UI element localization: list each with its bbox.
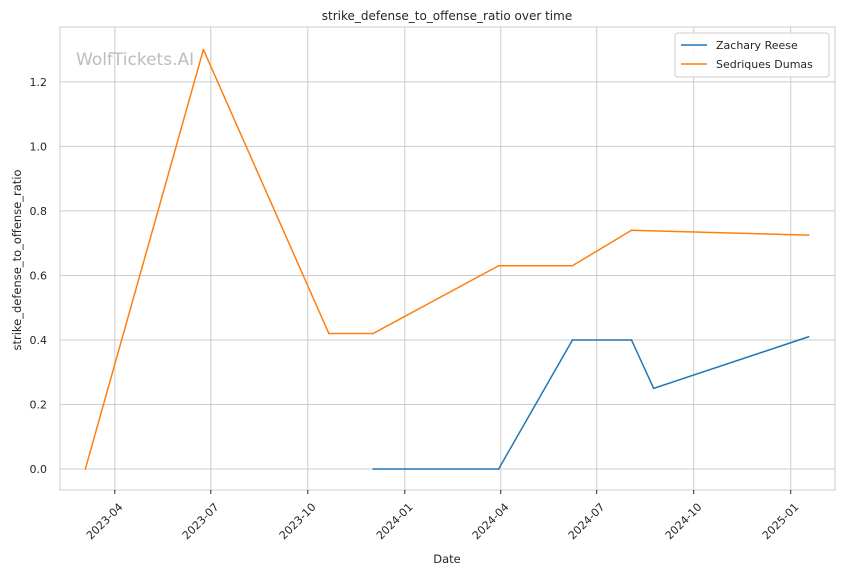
watermark: WolfTickets.AI xyxy=(76,50,194,70)
y-tick-label: 1.0 xyxy=(30,140,48,153)
x-tick-label: 2023-07 xyxy=(180,501,222,543)
data-point-sedriques-dumas xyxy=(497,264,500,267)
y-tick-label: 0.2 xyxy=(30,398,48,411)
x-tick-label: 2025-01 xyxy=(760,501,802,543)
legend: Zachary Reese Sedriques Dumas xyxy=(674,32,830,78)
y-tick-label: 0.6 xyxy=(30,269,48,282)
series-line-sedriques-dumas xyxy=(84,48,809,470)
chart-title: strike_defense_to_offense_ratio over tim… xyxy=(322,9,572,23)
y-tick-label: 1.2 xyxy=(30,76,48,89)
x-tick-label: 2024-10 xyxy=(663,501,705,543)
data-point-zachary-reese xyxy=(571,339,574,341)
grid xyxy=(60,27,835,490)
plot-area xyxy=(60,27,835,490)
data-point-zachary-reese xyxy=(807,335,810,338)
data-point-zachary-reese xyxy=(630,339,633,341)
legend-label-zachary-reese: Zachary Reese xyxy=(716,39,798,52)
data-point-sedriques-dumas xyxy=(202,48,205,51)
x-tick-label: 2023-10 xyxy=(277,501,319,543)
data-point-zachary-reese xyxy=(652,387,655,390)
x-axis-ticks: 2023-04 2023-07 2023-10 2024-01 2024-04 2024-… xyxy=(84,490,802,543)
y-tick-label: 0.8 xyxy=(30,205,48,218)
data-point-sedriques-dumas xyxy=(807,234,810,236)
y-axis-label: strike_defense_to_offense_ratio xyxy=(10,169,24,350)
legend-label-sedriques-dumas: Sedriques Dumas xyxy=(716,58,813,71)
data-point-sedriques-dumas xyxy=(571,264,574,267)
legend-box xyxy=(674,32,830,78)
series-line-zachary-reese xyxy=(373,336,809,470)
data-point-sedriques-dumas xyxy=(630,229,633,232)
data-point-zachary-reese xyxy=(497,468,500,470)
data-point-zachary-reese xyxy=(372,468,374,470)
x-axis-label: Date xyxy=(433,552,461,566)
x-tick-label: 2023-04 xyxy=(84,501,126,543)
y-axis-ticks: 0.0 0.2 0.4 0.6 0.8 1.0 1.2 xyxy=(30,76,48,476)
x-tick-label: 2024-01 xyxy=(374,501,416,543)
data-point-sedriques-dumas xyxy=(372,332,374,335)
y-tick-label: 0.0 xyxy=(30,463,48,476)
x-tick-label: 2024-07 xyxy=(566,501,608,543)
y-tick-label: 0.4 xyxy=(30,334,48,347)
x-tick-label: 2024-04 xyxy=(470,501,512,543)
plot-frame xyxy=(59,26,836,491)
data-point-sedriques-dumas xyxy=(84,468,87,470)
data-point-sedriques-dumas xyxy=(328,332,330,335)
series-lines xyxy=(84,48,810,470)
